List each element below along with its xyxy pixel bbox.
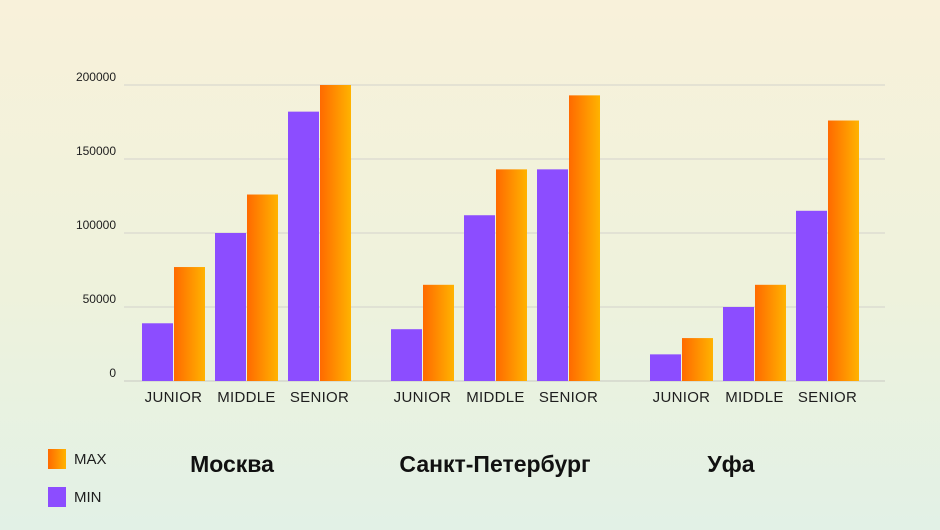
bar-max [569, 95, 600, 382]
bar-min [723, 307, 754, 381]
legend-label-min: MIN [74, 489, 102, 506]
bar-min [796, 210, 827, 381]
bar-min [650, 354, 681, 381]
bar-max [828, 120, 859, 382]
y-tick-label: 200000 [76, 70, 116, 84]
category-label: SENIOR [539, 389, 598, 406]
legend-label-max: MAX [74, 451, 107, 468]
category-label: JUNIOR [145, 389, 203, 406]
category-label: MIDDLE [466, 389, 524, 406]
bar-max [755, 284, 786, 381]
bar-max [174, 267, 205, 381]
y-tick-label: 150000 [76, 144, 116, 158]
category-label: SENIOR [798, 389, 857, 406]
legend-swatch-max [48, 449, 66, 469]
legend-swatch-min [48, 487, 66, 507]
bar-min [215, 233, 246, 381]
y-tick-label: 50000 [83, 292, 117, 306]
category-label: MIDDLE [217, 389, 275, 406]
group-label: Уфа [707, 451, 754, 477]
legend: MAX MIN [48, 449, 107, 507]
bars [142, 85, 859, 382]
bar-min [537, 169, 568, 381]
group-label: Санкт-Петербург [399, 451, 590, 477]
category-label: JUNIOR [394, 389, 452, 406]
bar-max [423, 284, 454, 381]
bar-min [391, 329, 422, 381]
y-tick-label: 100000 [76, 218, 116, 232]
y-tick-label: 0 [109, 366, 116, 380]
bar-max [247, 194, 278, 381]
group-label: Москва [190, 451, 274, 477]
category-label: SENIOR [290, 389, 349, 406]
category-label: JUNIOR [653, 389, 711, 406]
bar-max [682, 338, 713, 381]
labels: 0 50000 100000 150000 200000 JUNIOR MIDDLE SENI… [76, 70, 857, 477]
category-label: MIDDLE [725, 389, 783, 406]
bar-max [496, 169, 527, 381]
bar-min [288, 111, 319, 381]
bar-min [142, 323, 173, 381]
bar-max [320, 85, 351, 381]
bar-min [464, 215, 495, 381]
